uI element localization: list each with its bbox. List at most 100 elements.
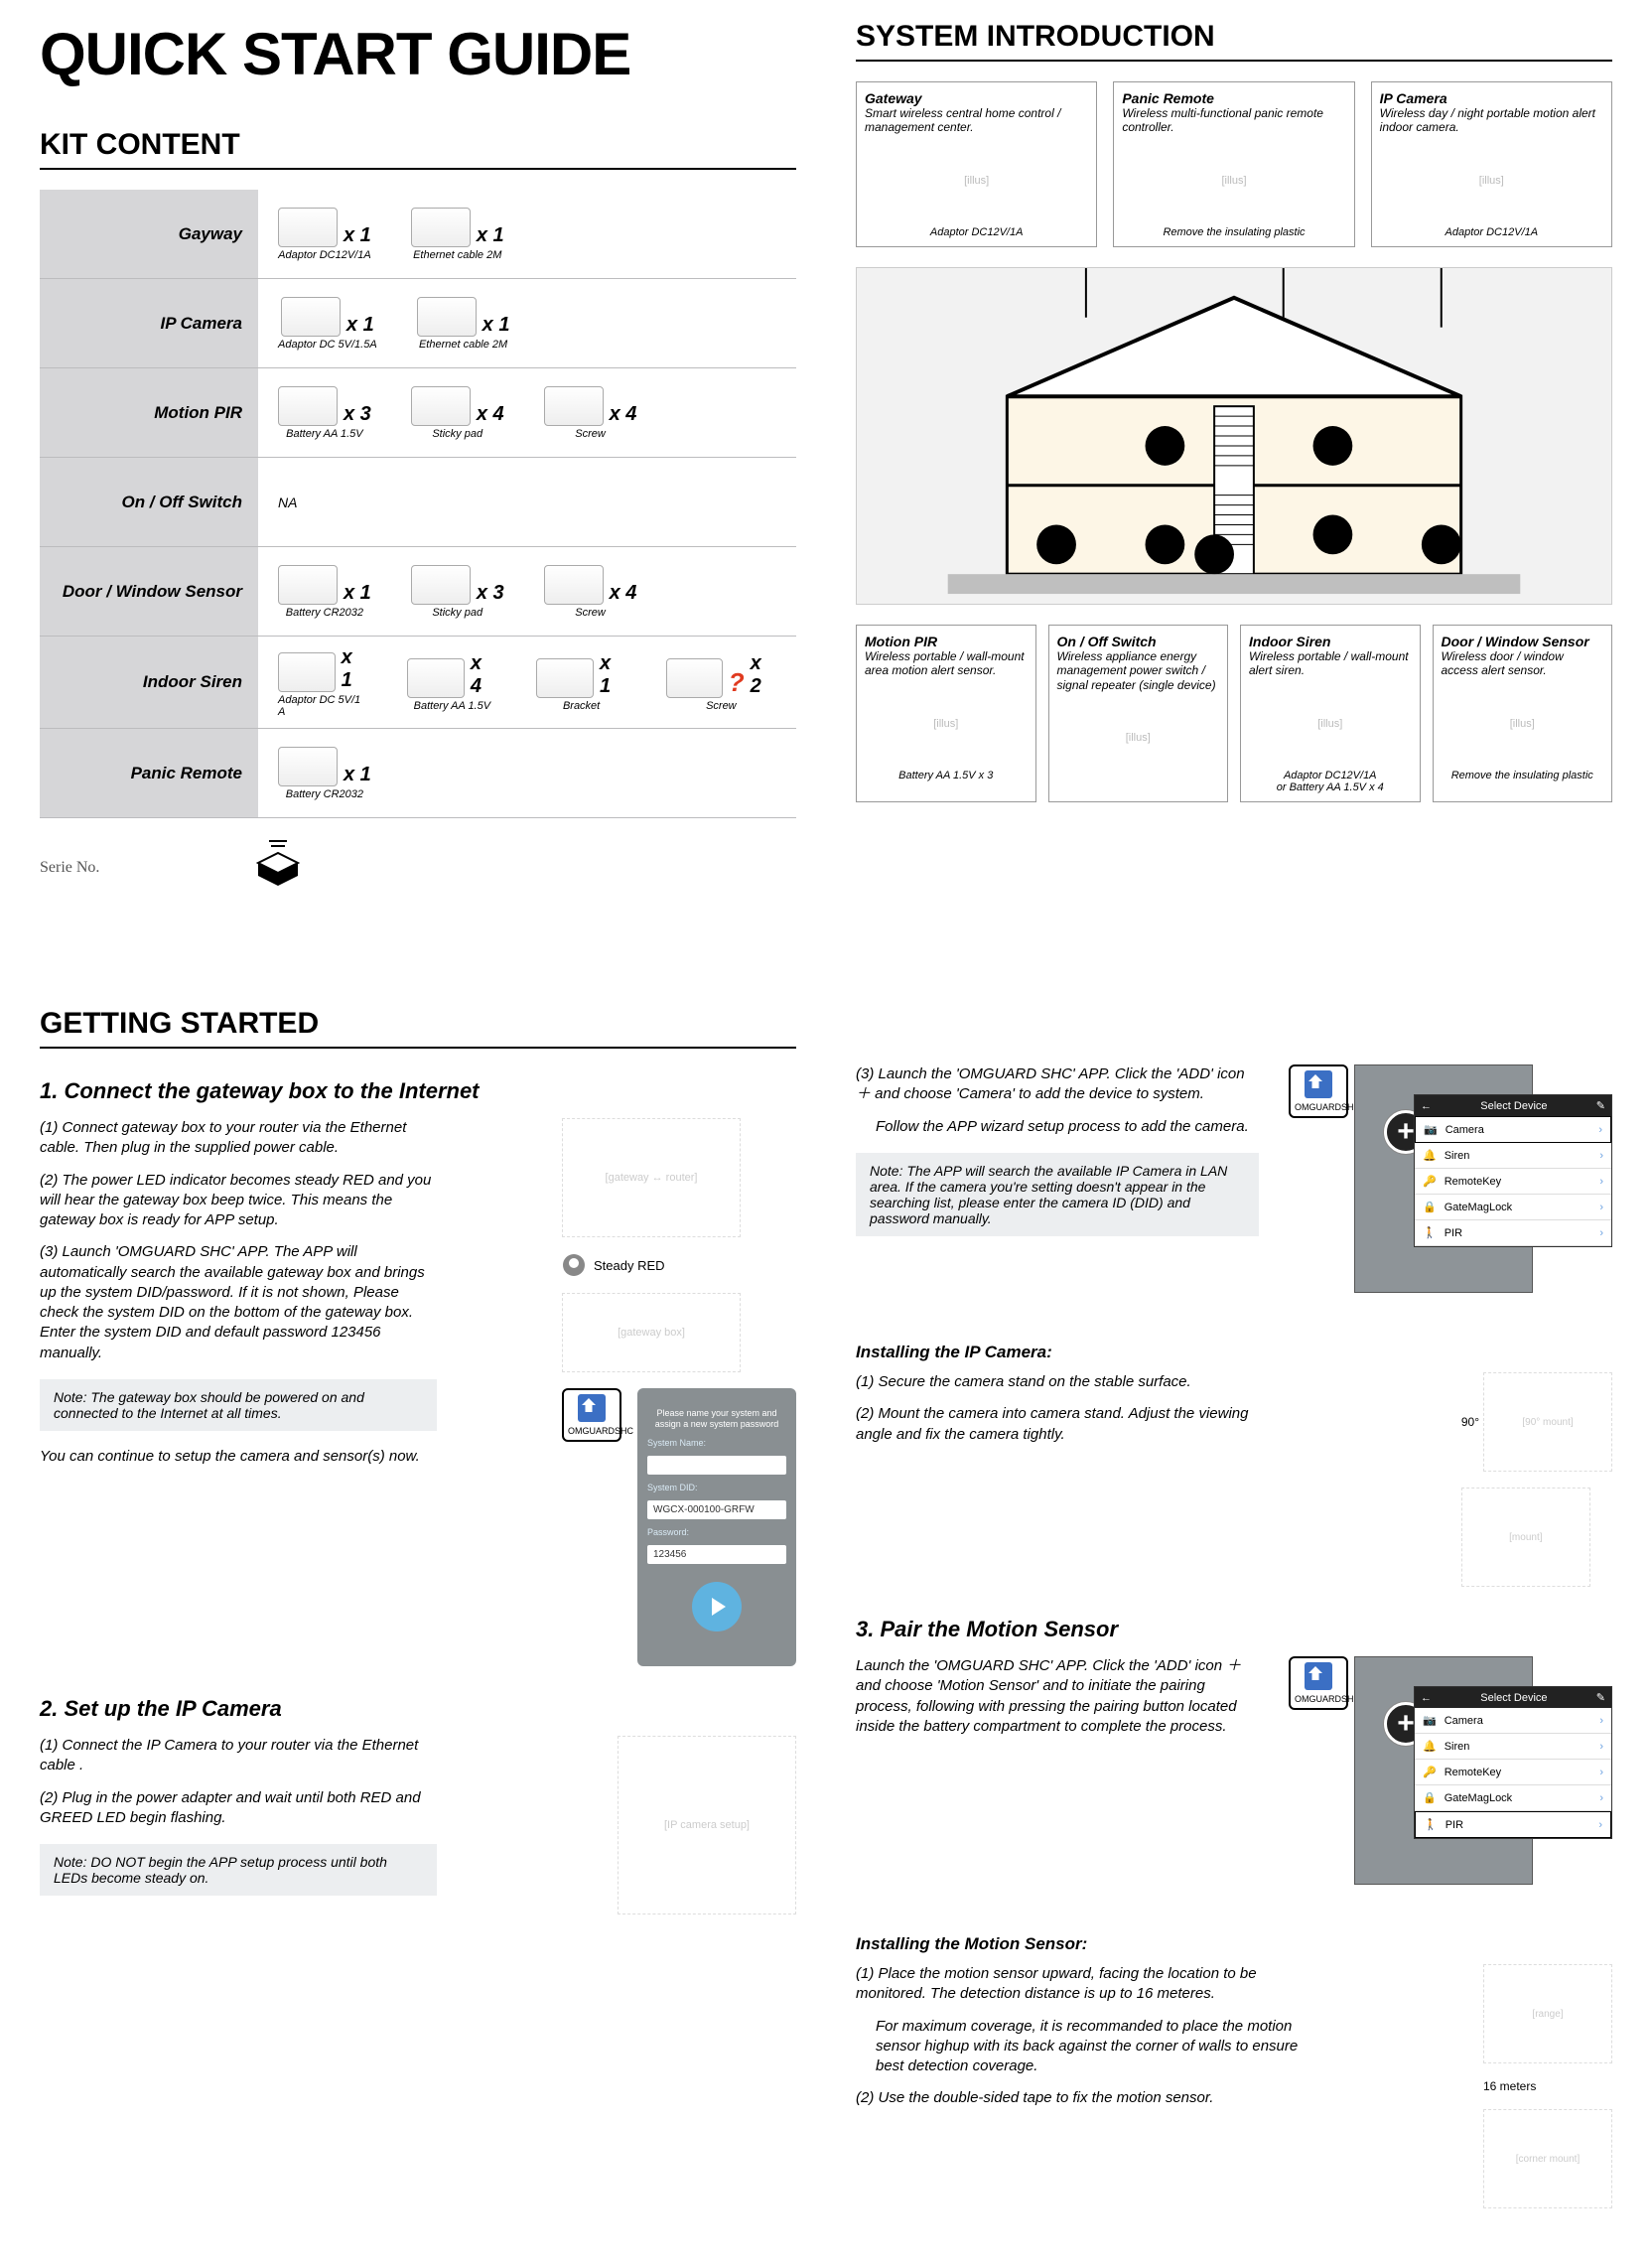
kit-item-qty: x 1 <box>342 646 368 692</box>
intro-card-illus: [illus] <box>865 684 1028 764</box>
kit-item-caption: Sticky pad <box>432 428 482 440</box>
device-pir: PIR <box>1446 1819 1463 1831</box>
kit-item-qty: x 1 <box>344 764 371 786</box>
kit-item-illus <box>281 297 341 337</box>
kit-row-items: x 1Battery CR2032 <box>258 729 796 818</box>
intro-card-desc: Smart wireless central home control / ma… <box>865 106 1088 135</box>
intro-card-caption: or Battery AA 1.5V x 4 <box>1249 781 1412 793</box>
intro-card-illus: [illus] <box>1380 141 1603 220</box>
kit-item: x 1 Ethernet cable 2M <box>417 297 510 351</box>
kit-item: x 4Screw <box>544 565 637 619</box>
app-home-icon <box>1305 1662 1332 1690</box>
kit-row-label: Indoor Siren <box>40 637 258 729</box>
kit-item-illus <box>278 565 338 605</box>
step2-heading: 2. Set up the IP Camera <box>40 1696 796 1722</box>
cam-angle-illus: [90° mount] <box>1483 1372 1612 1472</box>
kit-item-qty: x 3 <box>344 403 371 426</box>
kit-table: Gaywayx 1Adaptor DC12V/1Ax 1Ethernet cab… <box>40 190 796 818</box>
intro-card-desc: Wireless portable / wall-mount alert sir… <box>1249 649 1412 678</box>
kit-item-qty: x 2 <box>751 652 776 698</box>
kit-item-qty: x 4 <box>477 403 504 426</box>
kit-item-qty: x 1 <box>482 314 510 337</box>
divider <box>40 1047 796 1049</box>
kit-item: x 4 Sticky pad <box>411 386 504 440</box>
intro-card-illus: [illus] <box>865 141 1088 220</box>
kit-item: x 1Adaptor DC12V/1A <box>278 208 371 261</box>
kit-item-caption: Adaptor DC 5V/1.5A <box>278 339 377 351</box>
kit-item-qty: x 1 <box>344 224 371 247</box>
step1-text-2: (2) The power LED indicator becomes stea… <box>40 1171 437 1231</box>
divider <box>856 60 1612 62</box>
kit-item-illus <box>278 208 338 247</box>
intro-card-desc: Wireless day / night portable motion ale… <box>1380 106 1603 135</box>
kit-item: x 4Screw <box>544 386 637 440</box>
kit-item-caption: Battery AA 1.5V <box>414 700 490 712</box>
steady-red-label: Steady RED <box>594 1258 665 1273</box>
kit-row-items: x 1 Battery CR2032 x 3Sticky pad x 4Screw <box>258 547 796 637</box>
device-siren: Siren <box>1445 1150 1470 1162</box>
question-icon: ? <box>729 667 745 698</box>
intro-card-caption: Adaptor DC12V/1A <box>1380 226 1603 238</box>
intro-card: Motion PIRWireless portable / wall-mount… <box>856 625 1036 802</box>
select-device-title: Select Device <box>1480 1692 1547 1704</box>
install-ms-1: (1) Place the motion sensor upward, faci… <box>856 1964 1283 2005</box>
intro-card: IP CameraWireless day / night portable m… <box>1371 81 1612 247</box>
device-remote: RemoteKey <box>1445 1176 1501 1188</box>
kit-item: x 3Sticky pad <box>411 565 504 619</box>
kit-item: x 4Battery AA 1.5V <box>407 652 496 712</box>
step1-text-1: (1) Connect gateway box to your router v… <box>40 1118 437 1159</box>
serie-no-label: Serie No. <box>40 859 99 877</box>
kit-item-illus <box>666 658 723 698</box>
main-title: QUICK START GUIDE <box>40 20 796 88</box>
install-cam-2: (2) Mount the camera into camera stand. … <box>856 1404 1283 1445</box>
phone-field-pw: 123456 <box>647 1545 786 1564</box>
device-gate: GateMagLock <box>1445 1792 1512 1804</box>
kit-item: ?x 2Screw <box>666 652 776 712</box>
kit-item-illus <box>536 658 594 698</box>
kit-item-qty: x 1 <box>344 582 371 605</box>
play-icon <box>692 1582 742 1631</box>
app-home-icon <box>1305 1070 1332 1098</box>
phone-field-name <box>647 1456 786 1475</box>
kit-row-items: x 1 Adaptor DC 5V/1.5A x 1 Ethernet cable 2… <box>258 279 796 368</box>
getting-started-heading: GETTING STARTED <box>40 1007 796 1041</box>
divider <box>40 168 796 170</box>
device-select-mock: + ←Select Device✎ 📷Camera› 🔔Siren› 🔑Remo… <box>1354 1064 1612 1323</box>
app-badge: OMGUARDSHC <box>562 1388 621 1442</box>
kit-item-caption: Screw <box>575 607 606 619</box>
device-list: ←Select Device✎ 📷Camera› 🔔Siren› 🔑Remote… <box>1414 1094 1612 1247</box>
kit-item-caption: Ethernet cable 2M <box>419 339 507 351</box>
step2-text-3: (3) Launch the 'OMGUARD SHC' APP. Click … <box>856 1064 1259 1105</box>
device-remote: RemoteKey <box>1445 1767 1501 1778</box>
kit-item-caption: Battery CR2032 <box>286 607 363 619</box>
intro-card-desc: Wireless door / window access alert sens… <box>1442 649 1604 678</box>
kit-item-caption: Adaptor DC 5V/1 A <box>278 694 367 718</box>
kit-item-illus <box>417 297 477 337</box>
kit-row-items: x 3Battery AA 1.5Vx 4Sticky padx 4Screw <box>258 368 796 458</box>
kit-row-label: Door / Window Sensor <box>40 547 258 637</box>
cam-mount-illus: [mount] <box>1461 1488 1590 1587</box>
intro-top-grid: GatewaySmart wireless central home contr… <box>856 81 1612 247</box>
step2-note2: Note: The APP will search the available … <box>856 1153 1259 1236</box>
camera-setup-illus: [IP camera setup] <box>618 1736 796 1914</box>
kit-item-caption: Bracket <box>563 700 600 712</box>
kit-item-qty: x 1 <box>600 652 626 698</box>
ms-mount-illus: [corner mount] <box>1483 2109 1612 2208</box>
step3-heading: 3. Pair the Motion Sensor <box>856 1617 1612 1642</box>
phone-label-did: System DID: <box>647 1483 786 1492</box>
kit-item-qty: x 3 <box>477 582 504 605</box>
intro-card: GatewaySmart wireless central home contr… <box>856 81 1097 247</box>
kit-heading: KIT CONTENT <box>40 128 796 162</box>
device-camera: Camera <box>1446 1124 1484 1136</box>
kit-item-illus <box>407 658 465 698</box>
phone-label-name: System Name: <box>647 1438 786 1448</box>
step3-body: Launch the 'OMGUARD SHC' APP. Click the … <box>856 1656 1259 1737</box>
intro-card-desc: Wireless multi-functional panic remote c… <box>1122 106 1345 135</box>
kit-item-illus <box>278 747 338 786</box>
intro-card-illus: [illus] <box>1442 684 1604 764</box>
kit-item-illus <box>411 386 471 426</box>
step1-note: Note: The gateway box should be powered … <box>40 1379 437 1431</box>
device-pir: PIR <box>1445 1227 1462 1239</box>
intro-card-caption: Remove the insulating plastic <box>1442 770 1604 781</box>
intro-card-title: On / Off Switch <box>1057 634 1220 649</box>
